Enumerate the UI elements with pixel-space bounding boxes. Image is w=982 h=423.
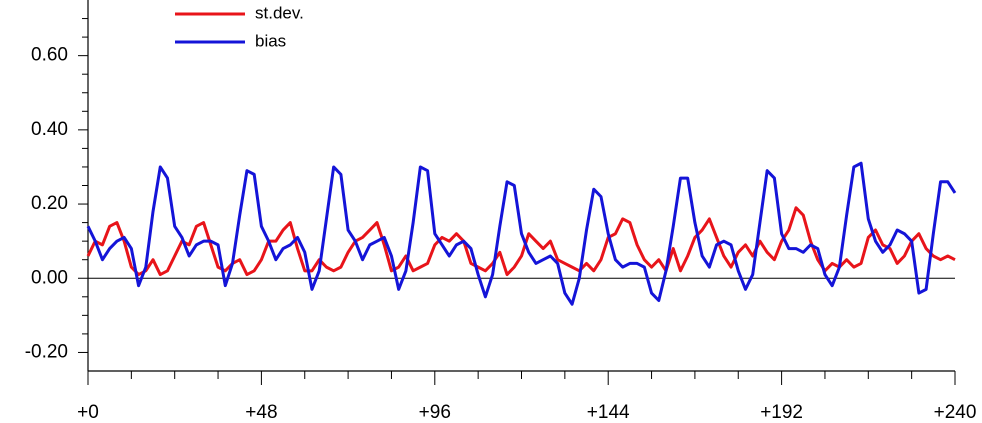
line-series [86,161,957,306]
y-tick-label: 0.00 [31,267,68,288]
y-tick-label: 0.60 [31,45,68,66]
line-series [86,206,956,277]
y-tick-label: 0.40 [31,119,68,140]
x-tick-label: +0 [77,402,99,423]
y-tick-label: -0.20 [25,341,68,362]
x-tick-label: +240 [934,402,977,423]
x-tick-label: +192 [760,402,803,423]
y-tick-label: 0.20 [31,193,68,214]
legend-label: st.dev. [255,3,304,22]
x-tick-label: +96 [419,402,451,423]
legend-label: bias [255,31,286,50]
x-tick-label: +48 [245,402,277,423]
x-tick-label: +144 [587,402,630,423]
